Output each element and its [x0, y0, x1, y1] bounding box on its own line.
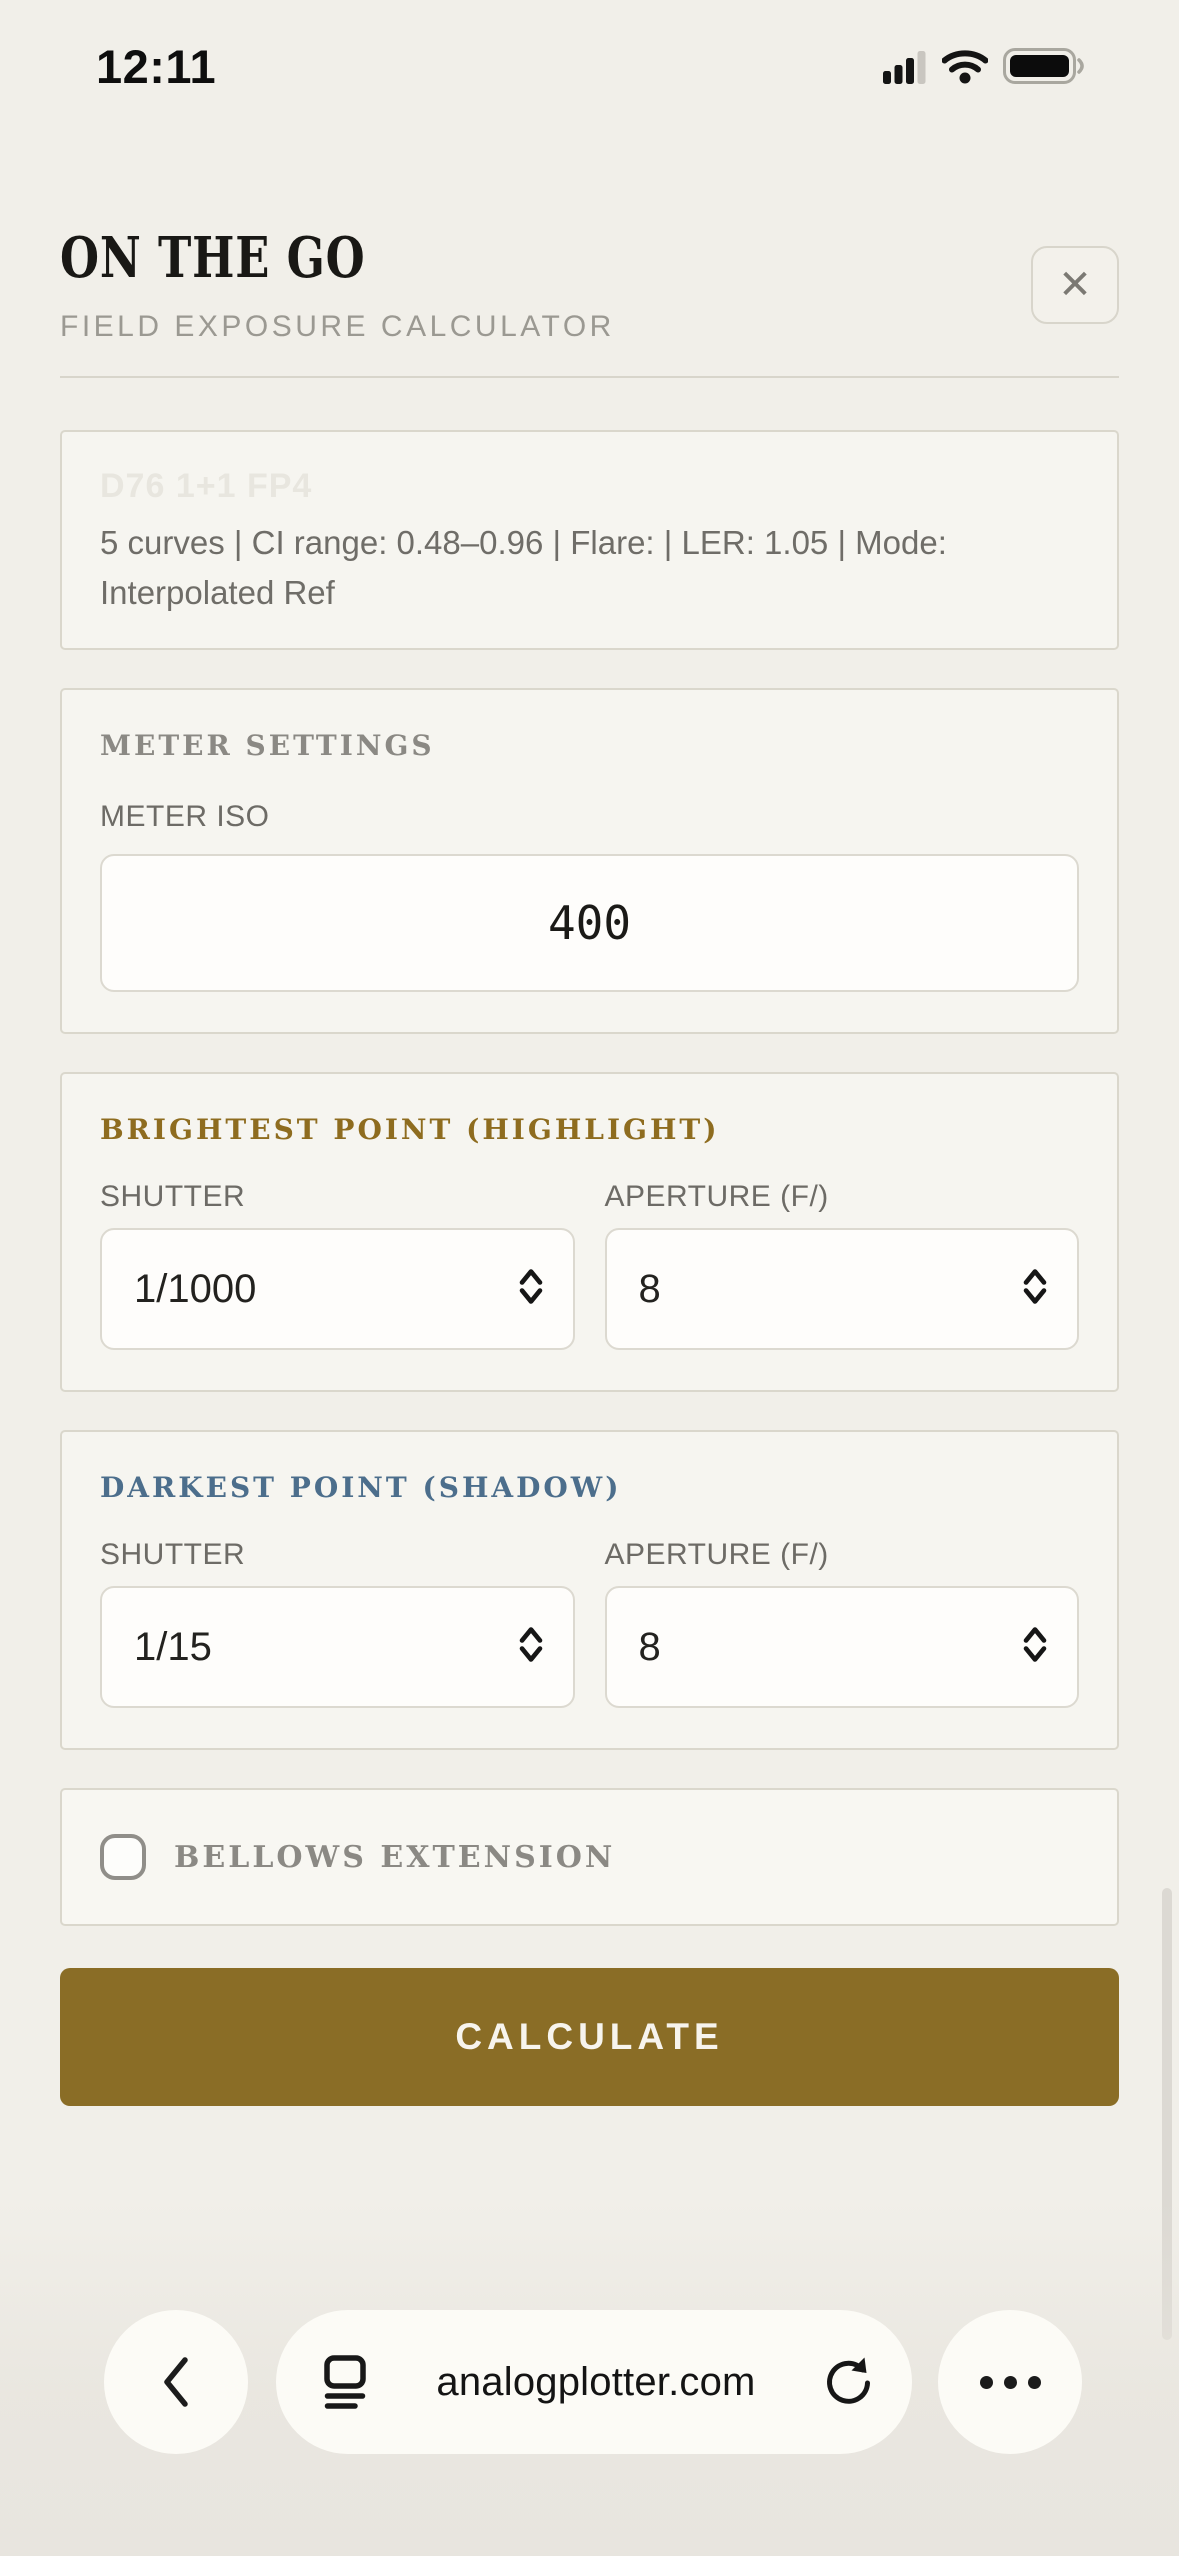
shadow-selects: 1/15 8	[100, 1586, 1079, 1708]
bellows-checkbox[interactable]	[100, 1834, 146, 1880]
highlight-aperture-label: APERTURE (F/)	[604, 1180, 829, 1213]
shadow-shutter-value: 1/15	[134, 1624, 212, 1669]
shadow-aperture-value: 8	[638, 1624, 661, 1669]
browser-back-button[interactable]	[104, 2310, 248, 2454]
page-title: ON THE GO	[60, 225, 366, 291]
highlight-shutter-label: SHUTTER	[100, 1180, 246, 1213]
highlight-selects: 1/1000 8	[100, 1228, 1079, 1350]
battery-icon	[1003, 46, 1087, 86]
highlight-aperture-select[interactable]: 8	[604, 1228, 1079, 1350]
reload-icon[interactable]	[822, 2354, 874, 2410]
calculate-button[interactable]: CALCULATE	[60, 1968, 1119, 2106]
meter-settings-card: METER SETTINGS METER ISO	[60, 688, 1119, 1034]
page-content: ON THE GO FIELD EXPOSURE CALCULATOR ✕ D7…	[60, 0, 1119, 2106]
meter-iso-label: METER ISO	[100, 800, 270, 833]
highlight-card: BRIGHTEST POINT (HIGHLIGHT) SHUTTER APER…	[60, 1072, 1119, 1392]
film-name: D76 1+1 FP4	[100, 467, 313, 505]
shadow-aperture-label: APERTURE (F/)	[604, 1538, 829, 1571]
shadow-shutter-label: SHUTTER	[100, 1538, 246, 1571]
chevron-up-down-icon	[513, 1263, 549, 1316]
film-summary: 5 curves | CI range: 0.48–0.96 | Flare: …	[100, 524, 947, 611]
highlight-aperture-value: 8	[638, 1266, 661, 1311]
film-info-card: D76 1+1 FP4 5 curves | CI range: 0.48–0.…	[60, 430, 1119, 650]
cellular-signal-icon	[883, 48, 927, 84]
chevron-up-down-icon	[1017, 1621, 1053, 1674]
highlight-shutter-value: 1/1000	[134, 1266, 257, 1311]
page-subtitle: FIELD EXPOSURE CALCULATOR	[60, 310, 615, 343]
shadow-card: DARKEST POINT (SHADOW) SHUTTER APERTURE …	[60, 1430, 1119, 1750]
shadow-shutter-select[interactable]: 1/15	[100, 1586, 575, 1708]
ellipsis-icon	[979, 2375, 993, 2389]
header-divider	[60, 376, 1119, 378]
shadow-title: DARKEST POINT (SHADOW)	[100, 1471, 622, 1504]
page-settings-icon[interactable]	[320, 2354, 370, 2410]
wifi-icon	[942, 49, 988, 84]
bellows-label: BELLOWS EXTENSION	[174, 1839, 616, 1875]
close-icon: ✕	[1058, 263, 1092, 307]
close-button[interactable]: ✕	[1031, 246, 1119, 324]
browser-more-button[interactable]	[938, 2310, 1082, 2454]
meter-iso-input[interactable]	[100, 854, 1079, 992]
meter-settings-title: METER SETTINGS	[100, 729, 435, 762]
page-scrollbar[interactable]	[1162, 1888, 1172, 2340]
highlight-title: BRIGHTEST POINT (HIGHLIGHT)	[100, 1113, 720, 1146]
highlight-labels: SHUTTER APERTURE (F/)	[100, 1182, 1079, 1212]
chevron-up-down-icon	[1017, 1263, 1053, 1316]
ellipsis-icon	[1027, 2375, 1041, 2389]
safari-toolbar: analogplotter.com	[0, 2310, 1179, 2454]
status-icons	[883, 46, 1087, 86]
shadow-labels: SHUTTER APERTURE (F/)	[100, 1540, 1079, 1570]
back-chevron-icon	[158, 2354, 194, 2410]
ellipsis-icon	[1003, 2375, 1017, 2389]
address-bar[interactable]: analogplotter.com	[276, 2310, 912, 2454]
status-bar: 12:11	[0, 26, 1179, 106]
status-time: 12:11	[96, 39, 217, 93]
chevron-up-down-icon	[513, 1621, 549, 1674]
url-text: analogplotter.com	[436, 2359, 756, 2404]
bellows-row[interactable]: BELLOWS EXTENSION	[60, 1788, 1119, 1926]
highlight-shutter-select[interactable]: 1/1000	[100, 1228, 575, 1350]
shadow-aperture-select[interactable]: 8	[604, 1586, 1079, 1708]
